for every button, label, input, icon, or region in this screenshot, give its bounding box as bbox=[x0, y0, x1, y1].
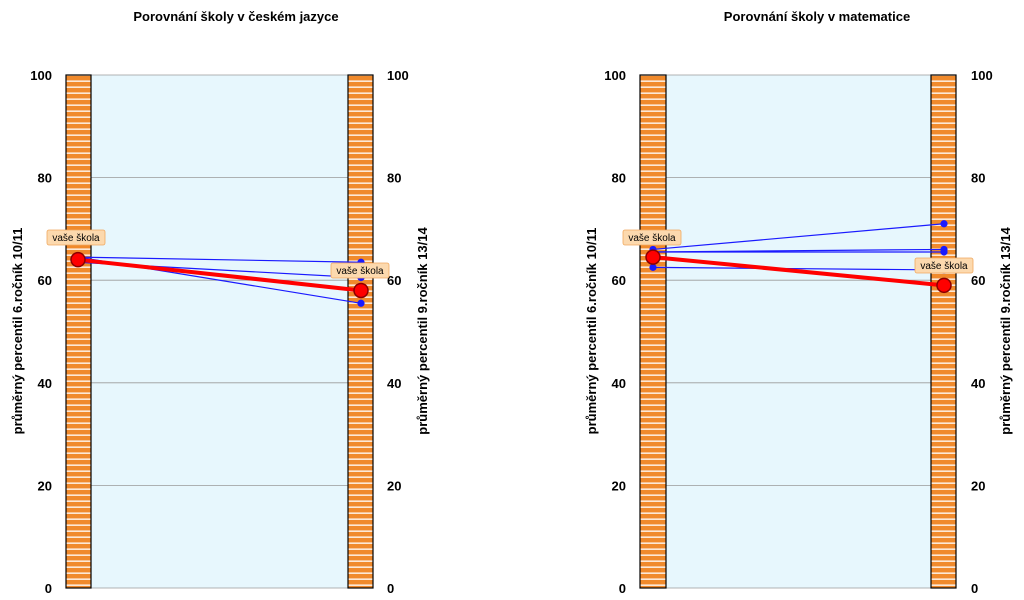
left-y-tick-labels: 0 20 40 60 80 100 bbox=[30, 68, 52, 596]
y-tick-label: 80 bbox=[38, 171, 52, 186]
right-axis-bar bbox=[930, 74, 957, 589]
callout-label: vaše škola bbox=[628, 233, 676, 244]
series-lines bbox=[645, 220, 952, 294]
callout-label: vaše škola bbox=[920, 261, 968, 272]
right-y-tick-labels: 0 20 40 60 80 100 bbox=[387, 68, 409, 596]
chart-title: Porovnání školy v matematice bbox=[724, 9, 910, 24]
left-y-axis-label: průměrný percentil 6.ročník 10/11 bbox=[10, 228, 25, 435]
comparison-school-line bbox=[77, 256, 362, 263]
comparison-school-line bbox=[652, 223, 945, 251]
your-school-line bbox=[77, 257, 362, 293]
y-tick-label: 40 bbox=[971, 376, 985, 391]
callout-right-school: vaše škola bbox=[330, 262, 390, 279]
left-axis-bar bbox=[65, 74, 92, 589]
y-tick-label: 100 bbox=[604, 68, 626, 83]
right-y-axis-label: průměrný percentil 9.ročník 13/14 bbox=[415, 227, 430, 435]
chart-cesky-jazyk: Porovnání školy v českém jazyce 0 20 40 60 8… bbox=[10, 9, 430, 596]
y-tick-label: 20 bbox=[971, 478, 985, 493]
y-tick-label: 0 bbox=[387, 581, 394, 596]
y-tick-label: 60 bbox=[38, 273, 52, 288]
chart-matematika: Porovnání školy v matematice 0 20 40 60 80 10… bbox=[584, 9, 1013, 596]
y-tick-label: 20 bbox=[387, 478, 401, 493]
comparison-school-line bbox=[652, 248, 945, 253]
plot-area bbox=[66, 75, 373, 588]
y-tick-label: 100 bbox=[971, 68, 993, 83]
chart-title: Porovnání školy v českém jazyce bbox=[133, 9, 338, 24]
series-lines bbox=[70, 251, 369, 307]
callout-label: vaše škola bbox=[52, 233, 100, 244]
left-y-axis-label: průměrný percentil 6.ročník 10/11 bbox=[584, 228, 599, 435]
y-tick-label: 20 bbox=[38, 478, 52, 493]
y-tick-label: 60 bbox=[971, 273, 985, 288]
gridlines bbox=[66, 74, 373, 589]
callout-left-school: vaše škola bbox=[622, 229, 682, 246]
y-tick-label: 40 bbox=[38, 376, 52, 391]
y-tick-label: 60 bbox=[612, 273, 626, 288]
left-y-tick-labels: 0 20 40 60 80 100 bbox=[604, 68, 626, 596]
comparison-school-point bbox=[649, 263, 657, 271]
y-tick-label: 20 bbox=[612, 478, 626, 493]
y-tick-label: 80 bbox=[971, 171, 985, 186]
y-tick-label: 60 bbox=[387, 273, 401, 288]
y-tick-label: 80 bbox=[387, 171, 401, 186]
callout-right-school: vaše škola bbox=[914, 257, 974, 274]
comparison-school-point bbox=[940, 245, 948, 254]
your-school-line bbox=[652, 255, 945, 288]
y-tick-label: 40 bbox=[612, 376, 626, 391]
comparison-school-point bbox=[940, 220, 948, 228]
y-tick-label: 0 bbox=[971, 581, 978, 596]
your-school-point bbox=[353, 282, 369, 299]
right-y-tick-labels: 0 20 40 60 80 100 bbox=[971, 68, 993, 596]
right-axis-bar bbox=[347, 74, 374, 589]
left-axis-bar bbox=[639, 74, 667, 589]
y-tick-label: 100 bbox=[30, 68, 52, 83]
comparison-school-point bbox=[357, 299, 365, 307]
y-tick-label: 0 bbox=[45, 581, 52, 596]
your-school-point bbox=[936, 277, 952, 294]
y-tick-label: 40 bbox=[387, 376, 401, 391]
y-tick-label: 80 bbox=[612, 171, 626, 186]
right-y-axis-label: průměrný percentil 9.ročník 13/14 bbox=[998, 227, 1013, 435]
callout-left-school: vaše škola bbox=[46, 229, 106, 246]
your-school-point bbox=[645, 249, 661, 265]
comparison-school-line bbox=[652, 266, 945, 271]
callout-label: vaše škola bbox=[336, 266, 384, 277]
plot-area bbox=[640, 75, 956, 588]
y-tick-label: 100 bbox=[387, 68, 409, 83]
y-tick-label: 0 bbox=[619, 581, 626, 596]
your-school-point bbox=[70, 251, 86, 268]
